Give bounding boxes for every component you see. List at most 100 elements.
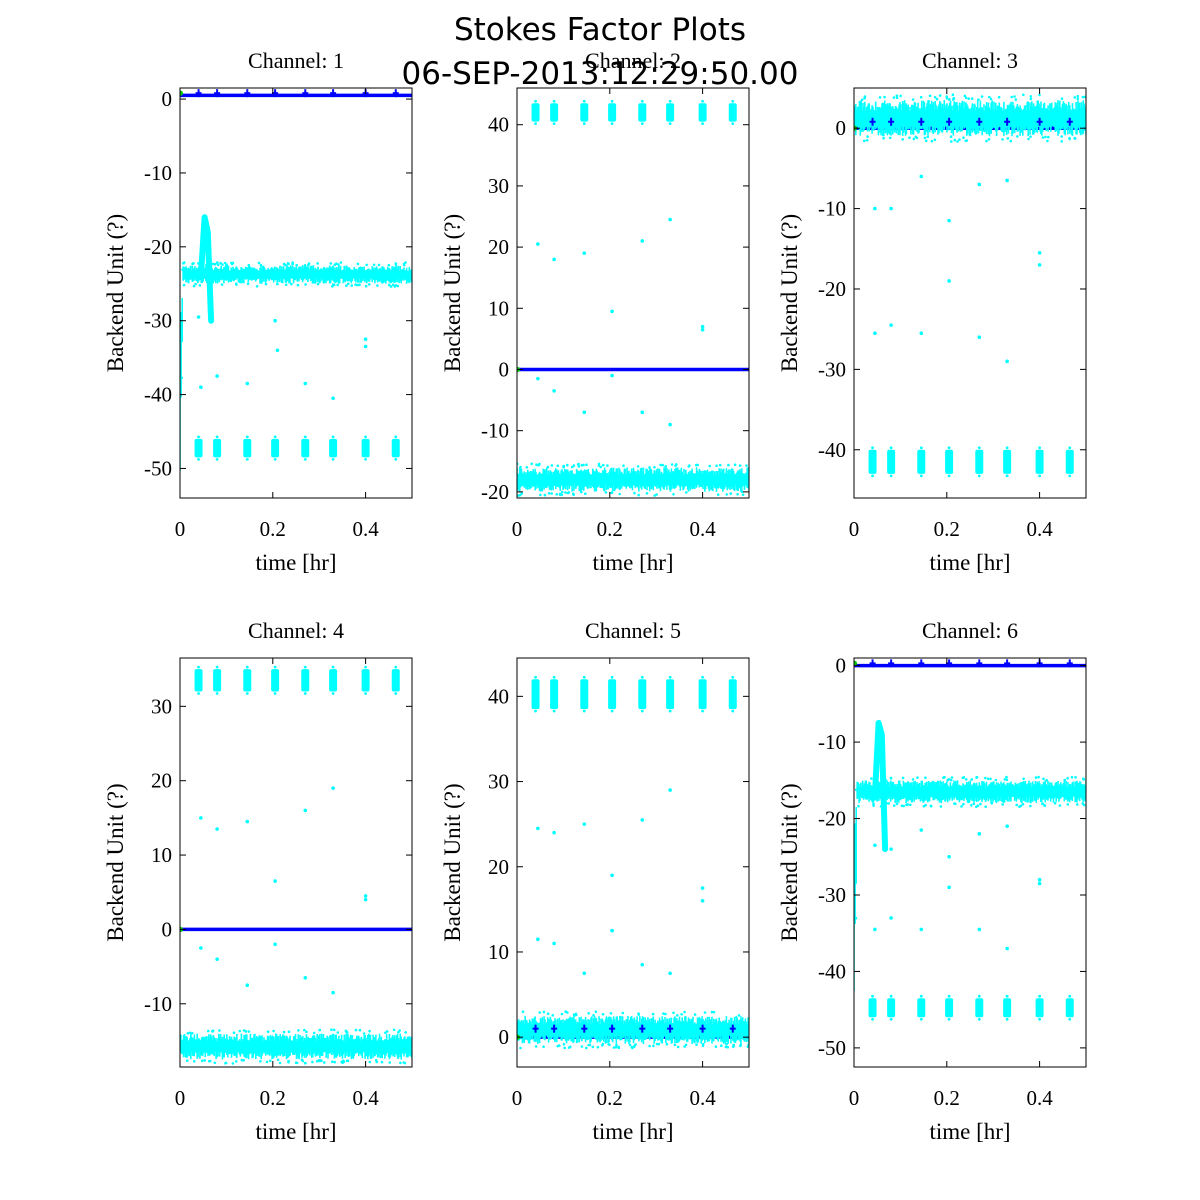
noise-point	[345, 284, 348, 288]
cluster-bar	[301, 669, 310, 692]
noise-point	[198, 284, 202, 287]
outlier-point	[947, 279, 951, 283]
noise-point	[557, 1044, 561, 1047]
noise-point	[375, 1060, 379, 1064]
cluster-bar	[975, 449, 984, 474]
noise-point	[284, 283, 288, 287]
cluster-point	[947, 446, 951, 450]
cluster-bar	[975, 998, 984, 1018]
cluster-point	[303, 665, 307, 669]
noise-point	[535, 463, 538, 467]
noise-point	[572, 492, 575, 496]
x-tick-label: 0.4	[352, 517, 379, 541]
outlier-point	[1037, 881, 1042, 886]
noise-point	[269, 1059, 272, 1063]
cluster-bar	[329, 438, 338, 458]
noise-point	[899, 94, 902, 98]
noise-point	[655, 1042, 659, 1046]
noise-point	[560, 490, 564, 494]
cluster-bar	[213, 438, 222, 458]
noise-point	[612, 1046, 616, 1049]
noise-point	[1060, 135, 1063, 138]
noise-point	[950, 140, 953, 143]
noise-point	[676, 1045, 680, 1049]
noise-point	[1042, 777, 1045, 781]
x-tick-label: 0.2	[934, 1086, 960, 1110]
outlier-point	[363, 897, 368, 902]
outlier-point	[700, 886, 705, 890]
cluster-bar	[213, 669, 222, 692]
noise-point	[945, 97, 949, 100]
noise-point	[1029, 135, 1032, 138]
cluster-point	[668, 99, 672, 103]
x-tick-label: 0.2	[597, 517, 623, 541]
x-tick-label: 0	[175, 517, 186, 541]
noise-point	[661, 463, 664, 467]
noise-point	[542, 1010, 546, 1014]
noise-point	[901, 776, 905, 780]
cluster-point	[947, 994, 951, 998]
noise-point	[729, 492, 733, 495]
noise-point	[924, 776, 927, 779]
noise-point	[960, 805, 963, 808]
outlier-point	[1037, 251, 1042, 255]
noise-point	[397, 1030, 400, 1034]
noise-point	[1043, 804, 1047, 807]
noise-point	[402, 1061, 406, 1064]
outlier-point	[668, 422, 672, 427]
outlier-point	[199, 946, 203, 950]
cluster-point	[947, 1017, 951, 1021]
cluster-point	[889, 446, 893, 450]
noise-point	[1015, 803, 1018, 807]
noise-point	[320, 1059, 323, 1063]
outlier-point	[582, 971, 587, 976]
noise-point	[683, 1010, 686, 1014]
outlier-point	[640, 818, 645, 822]
noise-point	[718, 463, 722, 467]
noise-band	[180, 1028, 412, 1065]
noise-point	[234, 1060, 238, 1063]
cluster-bar	[391, 438, 400, 458]
x-axis-label: time [hr]	[255, 1119, 336, 1144]
noise-point	[951, 98, 955, 101]
cluster-point	[701, 122, 704, 126]
noise-point	[221, 263, 224, 266]
noise-point	[915, 136, 919, 140]
noise-point	[607, 1043, 610, 1046]
outlier-point	[668, 788, 672, 792]
cluster-point	[1038, 1017, 1041, 1021]
noise-point	[984, 776, 987, 780]
noise-point	[220, 283, 224, 286]
cluster-point	[197, 457, 200, 461]
x-tick-label: 0.4	[1026, 517, 1053, 541]
noise-point	[587, 1012, 590, 1015]
cluster-bar	[531, 679, 540, 710]
noise-point	[550, 492, 553, 495]
noise-point	[200, 1059, 204, 1063]
cluster-bar	[1065, 449, 1074, 474]
noise-point	[356, 283, 359, 287]
cluster-point	[273, 665, 277, 669]
y-tick-label: 0	[836, 654, 847, 678]
noise-band	[854, 93, 1086, 143]
plot-area	[854, 93, 1086, 478]
plot-area	[854, 659, 1086, 1021]
noise-point	[539, 493, 542, 497]
cluster-point	[394, 665, 398, 669]
noise-point	[866, 135, 869, 138]
noise-point	[582, 463, 585, 467]
cluster-point	[364, 665, 367, 669]
outlier-point	[873, 206, 877, 211]
noise-point	[316, 262, 320, 265]
noise-point	[997, 95, 1001, 99]
noise-point	[570, 465, 574, 469]
outlier-point	[610, 873, 614, 878]
outlier-point	[919, 927, 924, 932]
noise-point	[727, 463, 730, 467]
noise-point	[399, 1061, 402, 1065]
outlier-point	[215, 374, 219, 378]
noise-point	[911, 98, 915, 101]
noise-point	[1076, 97, 1080, 101]
noise-point	[684, 1043, 688, 1047]
noise-point	[916, 776, 919, 779]
